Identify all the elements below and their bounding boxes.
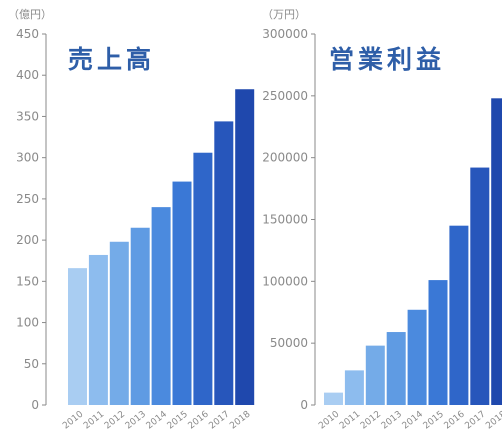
bar (68, 268, 87, 405)
bar (151, 207, 171, 405)
y-tick-label: 350 (16, 109, 39, 123)
chart-title: 営業利益 (329, 45, 445, 74)
bar (344, 370, 364, 405)
bar (407, 309, 427, 405)
x-tick-label: 2010 (317, 409, 341, 430)
x-tick-label: 2013 (124, 409, 148, 430)
bar (491, 98, 502, 405)
x-tick-label: 2016 (443, 409, 467, 430)
bar (109, 241, 129, 405)
bar (88, 254, 108, 405)
y-tick-label: 50 (24, 357, 39, 371)
bar (428, 280, 448, 405)
y-tick-label: 450 (16, 27, 39, 41)
y-tick-label: 100 (16, 316, 39, 330)
x-tick-label: 2018 (228, 409, 252, 430)
y-axis-unit-label: （万円） (262, 8, 306, 21)
y-axis-unit-label: （億円） (8, 8, 52, 21)
bar (449, 225, 469, 405)
y-tick-label: 100000 (262, 274, 308, 288)
y-tick-label: 150000 (262, 213, 308, 227)
bar (470, 167, 490, 405)
bar (235, 89, 255, 405)
chart-title: 売上高 (68, 45, 155, 74)
x-tick-label: 2012 (359, 409, 383, 430)
bar (193, 152, 213, 405)
bar (214, 121, 234, 405)
x-tick-label: 2016 (187, 409, 211, 430)
x-tick-label: 2015 (166, 409, 190, 430)
y-tick-label: 0 (300, 398, 308, 412)
y-tick-label: 250000 (262, 89, 308, 103)
y-tick-label: 200000 (262, 151, 308, 165)
y-tick-label: 200 (16, 233, 39, 247)
bar (130, 227, 150, 405)
x-tick-label: 2012 (103, 409, 127, 430)
bar (324, 392, 343, 405)
x-tick-label: 2011 (82, 409, 106, 430)
x-tick-label: 2011 (338, 409, 362, 430)
x-tick-label: 2014 (145, 409, 169, 430)
bar (365, 345, 385, 405)
x-tick-label: 2018 (484, 409, 502, 430)
x-tick-label: 2017 (207, 409, 231, 430)
y-tick-label: 150 (16, 274, 39, 288)
bar (172, 181, 192, 405)
y-tick-label: 50000 (270, 336, 308, 350)
y-tick-label: 0 (31, 398, 39, 412)
y-tick-label: 250 (16, 192, 39, 206)
x-tick-label: 2015 (422, 409, 446, 430)
x-tick-label: 2010 (61, 409, 85, 430)
y-tick-label: 300 (16, 151, 39, 165)
y-tick-label: 400 (16, 68, 39, 82)
y-tick-label: 300000 (262, 27, 308, 41)
bar (386, 332, 406, 405)
x-tick-label: 2013 (380, 409, 404, 430)
x-tick-label: 2014 (401, 409, 425, 430)
x-tick-label: 2017 (463, 409, 487, 430)
